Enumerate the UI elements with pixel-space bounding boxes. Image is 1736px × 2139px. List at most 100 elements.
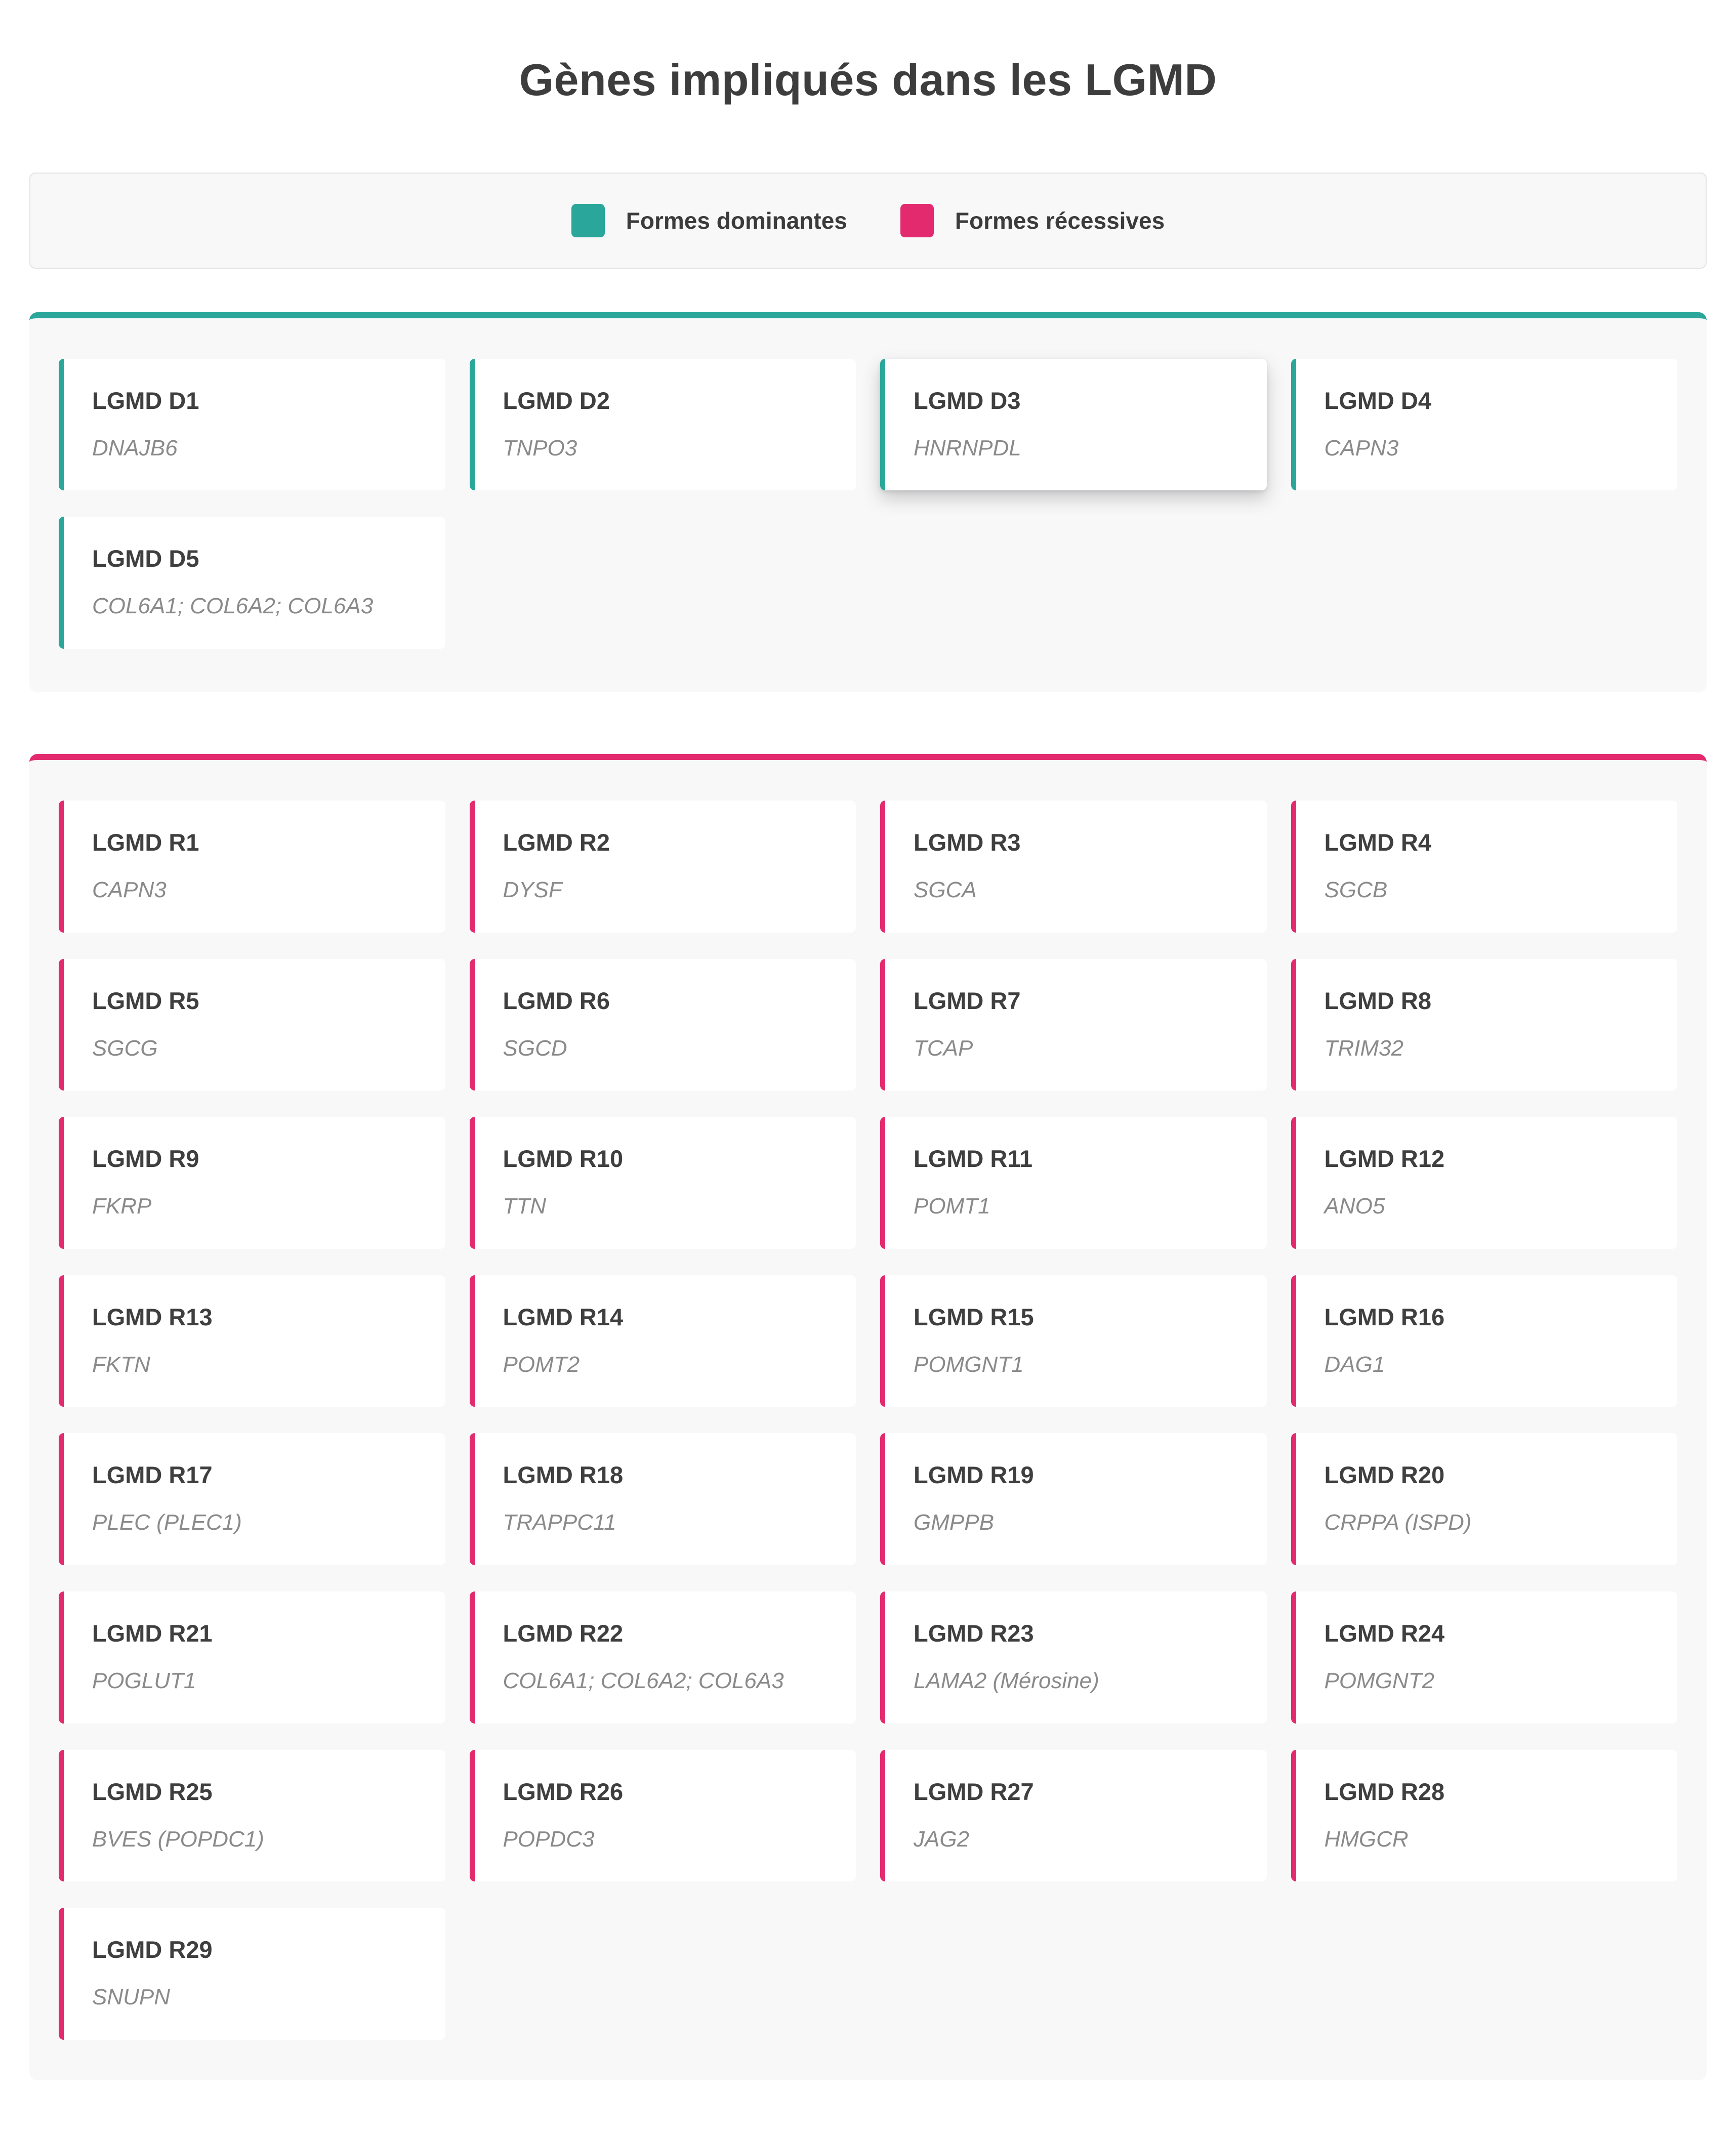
card-genes: PLEC (PLEC1): [92, 1510, 242, 1535]
card-title: LGMD R10: [503, 1145, 624, 1172]
card-lgmd-r25[interactable]: LGMD R25 BVES (POPDC1): [59, 1749, 445, 1882]
card-lgmd-r21[interactable]: LGMD R21 POGLUT1: [59, 1591, 445, 1724]
card-title: LGMD R28: [1324, 1778, 1445, 1805]
card-genes: FKRP: [92, 1194, 152, 1219]
dominant-color-swatch-icon: [571, 203, 605, 237]
card-genes: TCAP: [914, 1035, 973, 1061]
card-genes: SGCB: [1324, 877, 1388, 902]
card-lgmd-d1[interactable]: LGMD D1 DNAJB6: [59, 358, 445, 491]
card-genes: DYSF: [503, 877, 562, 902]
card-genes: ANO5: [1324, 1194, 1385, 1219]
card-title: LGMD R14: [503, 1303, 624, 1330]
card-lgmd-r17[interactable]: LGMD R17 PLEC (PLEC1): [59, 1433, 445, 1566]
card-lgmd-r2[interactable]: LGMD R2 DYSF: [469, 800, 856, 933]
card-lgmd-r7[interactable]: LGMD R7 TCAP: [880, 958, 1267, 1091]
card-lgmd-r23[interactable]: LGMD R23 LAMA2 (Mérosine): [880, 1591, 1267, 1724]
card-genes: CAPN3: [92, 877, 167, 902]
card-title: LGMD D2: [503, 387, 610, 414]
card-title: LGMD R8: [1324, 987, 1432, 1014]
card-genes: POMT2: [503, 1352, 580, 1377]
card-genes: SGCG: [92, 1035, 158, 1061]
card-lgmd-d2[interactable]: LGMD D2 TNPO3: [469, 358, 856, 491]
section-recessive-forms: LGMD R1 CAPN3 LGMD R2 DYSF LGMD R3 SGCA …: [29, 753, 1707, 2080]
card-lgmd-r20[interactable]: LGMD R20 CRPPA (ISPD): [1291, 1433, 1677, 1566]
card-title: LGMD R18: [503, 1461, 624, 1489]
card-genes: JAG2: [914, 1826, 970, 1852]
card-lgmd-d3[interactable]: LGMD D3 HNRNPDL: [880, 358, 1267, 491]
card-title: LGMD D1: [92, 387, 199, 414]
recessive-color-swatch-icon: [900, 203, 934, 237]
card-title: LGMD R5: [92, 987, 199, 1014]
dominant-cards-grid: LGMD D1 DNAJB6 LGMD D2 TNPO3 LGMD D3 HNR…: [59, 358, 1677, 649]
card-title: LGMD R1: [92, 828, 199, 856]
card-title: LGMD R26: [503, 1778, 624, 1805]
card-genes: BVES (POPDC1): [92, 1826, 264, 1852]
card-genes: HNRNPDL: [914, 435, 1021, 460]
card-lgmd-r3[interactable]: LGMD R3 SGCA: [880, 800, 1267, 933]
card-lgmd-r29[interactable]: LGMD R29 SNUPN: [59, 1908, 445, 2040]
card-lgmd-r24[interactable]: LGMD R24 POMGNT2: [1291, 1591, 1677, 1724]
card-lgmd-r1[interactable]: LGMD R1 CAPN3: [59, 800, 445, 933]
card-genes: DAG1: [1324, 1352, 1385, 1377]
card-genes: POGLUT1: [92, 1668, 196, 1694]
card-title: LGMD R4: [1324, 828, 1432, 856]
card-title: LGMD R9: [92, 1145, 199, 1172]
card-title: LGMD R2: [503, 828, 610, 856]
card-genes: LAMA2 (Mérosine): [914, 1668, 1099, 1694]
card-genes: SNUPN: [92, 1985, 171, 2010]
card-lgmd-r26[interactable]: LGMD R26 POPDC3: [469, 1749, 856, 1882]
card-lgmd-r14[interactable]: LGMD R14 POMT2: [469, 1275, 856, 1407]
card-title: LGMD R21: [92, 1620, 213, 1647]
card-lgmd-r18[interactable]: LGMD R18 TRAPPC11: [469, 1433, 856, 1566]
card-lgmd-r28[interactable]: LGMD R28 HMGCR: [1291, 1749, 1677, 1882]
card-title: LGMD R19: [914, 1461, 1034, 1489]
legend-label-dominant: Formes dominantes: [626, 207, 847, 234]
card-genes: POPDC3: [503, 1826, 595, 1852]
card-title: LGMD R3: [914, 828, 1021, 856]
card-lgmd-d4[interactable]: LGMD D4 CAPN3: [1291, 358, 1677, 491]
card-title: LGMD D4: [1324, 387, 1432, 414]
card-genes: COL6A1; COL6A2; COL6A3: [503, 1668, 784, 1694]
recessive-cards-grid: LGMD R1 CAPN3 LGMD R2 DYSF LGMD R3 SGCA …: [59, 800, 1677, 2040]
card-title: LGMD D3: [914, 387, 1021, 414]
card-title: LGMD R12: [1324, 1145, 1445, 1172]
card-title: LGMD R11: [914, 1145, 1033, 1172]
legend-item-dominant: Formes dominantes: [571, 203, 847, 237]
card-lgmd-r8[interactable]: LGMD R8 TRIM32: [1291, 958, 1677, 1091]
card-lgmd-r22[interactable]: LGMD R22 COL6A1; COL6A2; COL6A3: [469, 1591, 856, 1724]
card-title: LGMD R7: [914, 987, 1021, 1014]
card-lgmd-r4[interactable]: LGMD R4 SGCB: [1291, 800, 1677, 933]
card-lgmd-d5[interactable]: LGMD D5 COL6A1; COL6A2; COL6A3: [59, 517, 445, 649]
card-lgmd-r10[interactable]: LGMD R10 TTN: [469, 1117, 856, 1249]
card-genes: CRPPA (ISPD): [1324, 1510, 1472, 1535]
card-lgmd-r12[interactable]: LGMD R12 ANO5: [1291, 1117, 1677, 1249]
card-lgmd-r5[interactable]: LGMD R5 SGCG: [59, 958, 445, 1091]
card-lgmd-r11[interactable]: LGMD R11 POMT1: [880, 1117, 1267, 1249]
card-genes: TRAPPC11: [503, 1510, 616, 1535]
card-title: LGMD R22: [503, 1620, 624, 1647]
card-title: LGMD R20: [1324, 1461, 1445, 1489]
card-genes: COL6A1; COL6A2; COL6A3: [92, 594, 374, 619]
card-genes: TNPO3: [503, 435, 577, 460]
card-genes: POMGNT2: [1324, 1668, 1435, 1694]
section-dominant-forms: LGMD D1 DNAJB6 LGMD D2 TNPO3 LGMD D3 HNR…: [29, 312, 1707, 692]
card-genes: CAPN3: [1324, 435, 1399, 460]
card-title: LGMD R25: [92, 1778, 213, 1805]
card-lgmd-r9[interactable]: LGMD R9 FKRP: [59, 1117, 445, 1249]
card-genes: TTN: [503, 1194, 547, 1219]
card-title: LGMD R17: [92, 1461, 213, 1489]
card-lgmd-r16[interactable]: LGMD R16 DAG1: [1291, 1275, 1677, 1407]
card-title: LGMD D5: [92, 545, 199, 572]
card-lgmd-r19[interactable]: LGMD R19 GMPPB: [880, 1433, 1267, 1566]
legend-label-recessive: Formes récessives: [955, 207, 1165, 234]
card-lgmd-r13[interactable]: LGMD R13 FKTN: [59, 1275, 445, 1407]
card-genes: HMGCR: [1324, 1826, 1409, 1852]
card-lgmd-r6[interactable]: LGMD R6 SGCD: [469, 958, 856, 1091]
card-genes: SGCA: [914, 877, 977, 902]
card-title: LGMD R29: [92, 1936, 213, 1963]
card-genes: TRIM32: [1324, 1035, 1403, 1061]
card-genes: SGCD: [503, 1035, 567, 1061]
card-lgmd-r27[interactable]: LGMD R27 JAG2: [880, 1749, 1267, 1882]
card-lgmd-r15[interactable]: LGMD R15 POMGNT1: [880, 1275, 1267, 1407]
card-genes: POMT1: [914, 1194, 990, 1219]
